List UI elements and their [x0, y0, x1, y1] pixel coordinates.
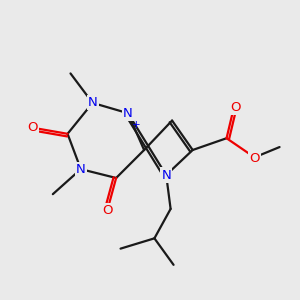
Text: N: N — [123, 107, 133, 120]
Text: O: O — [27, 122, 38, 134]
Text: O: O — [230, 101, 241, 114]
Text: O: O — [102, 204, 112, 217]
Text: N: N — [88, 96, 98, 110]
Text: N: N — [161, 169, 171, 182]
Text: +: + — [132, 120, 141, 130]
Text: O: O — [249, 152, 260, 165]
Text: N: N — [76, 163, 86, 176]
